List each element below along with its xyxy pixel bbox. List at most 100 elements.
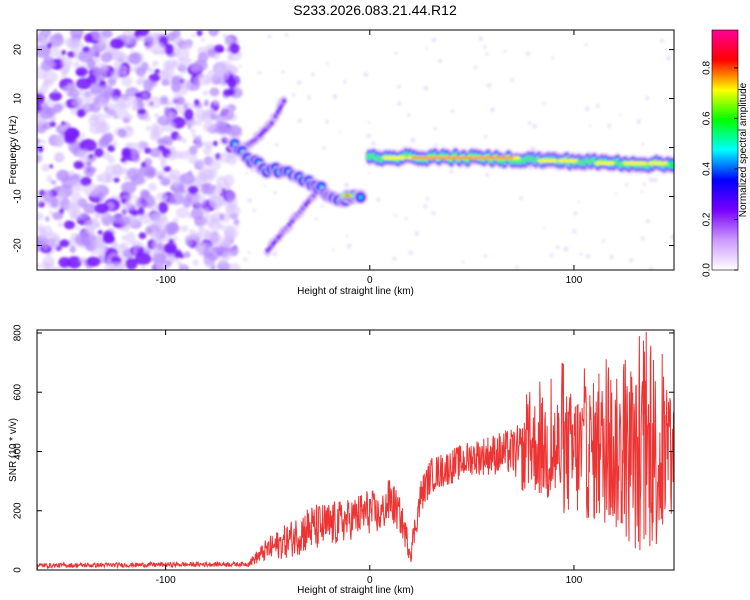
faint-dot [325,119,330,124]
noise-blob [58,239,70,248]
noise-blob [46,236,63,249]
noise-blob [61,121,66,126]
noise-blob [101,151,111,160]
faint-dot [461,260,465,264]
faint-dot [375,197,381,202]
faint-dot [306,95,312,100]
noise-blob [86,256,101,267]
noise-blob [209,158,221,171]
noise-blob [130,47,135,52]
noise-blob [121,197,127,204]
faint-dot [396,101,402,106]
noise-blob [210,113,218,121]
noise-blob [181,137,187,144]
noise-blob [180,69,187,75]
faint-dot [606,123,612,129]
noise-blob [228,133,233,138]
noise-blob [88,154,94,159]
noise-blob [213,98,217,103]
noise-blob [46,175,53,183]
faint-dot [478,36,484,42]
noise-blob [227,263,241,270]
noise-blob [62,86,70,93]
faint-dot [450,109,455,114]
noise-blob [142,142,148,147]
faint-dot [422,204,428,209]
noise-blob [155,192,168,202]
noise-blob [227,54,234,62]
noise-blob [218,152,232,164]
faint-dot [325,61,329,65]
noise-blob [125,232,136,244]
noise-blob [164,43,174,55]
noise-blob [77,148,90,158]
noise-blob [117,128,127,138]
noise-blob [176,96,186,105]
faint-dot [247,251,251,254]
noise-blob [193,231,201,238]
noise-blob [155,262,162,268]
noise-blob [151,212,161,221]
faint-dot [393,213,397,217]
faint-dot [485,172,490,177]
noise-blob [101,30,113,39]
noise-blob [37,145,44,153]
faint-dot [407,113,411,117]
noise-blob [188,119,197,127]
noise-blob [143,78,154,92]
noise-blob [202,90,209,96]
noise-blob [63,127,80,141]
noise-blob [140,161,147,168]
noise-blob [42,79,54,88]
noise-blob [41,139,46,145]
noise-blob [121,209,126,215]
noise-blob [147,183,158,191]
noise-blob [164,260,172,268]
faint-dot [410,137,416,143]
noise-blob [221,104,233,116]
colorbar-tick-label: 0.4 [702,162,713,176]
faint-dot [648,266,654,270]
colorbar [711,29,739,271]
noise-blob [78,256,87,263]
noise-blob [151,125,165,136]
noise-blob [196,30,203,37]
noise-blob [97,35,106,45]
faint-dot [483,254,488,258]
noise-blob [82,46,91,53]
faint-dot [490,107,495,113]
snr-line-area [37,331,674,570]
flat-layer [667,162,674,168]
noise-blob [197,158,206,168]
noise-blob [157,174,164,180]
snr-ytick-label: 600 [13,383,24,400]
faint-dot [247,198,253,203]
noise-blob [174,250,183,259]
faint-dot [423,85,429,91]
colorbar-tick-label: 0.6 [702,111,713,125]
branch-core [281,98,287,104]
noise-blob [219,213,225,220]
heatmap-blobs [37,30,674,270]
faint-dot [236,39,241,44]
noise-blob [146,66,154,74]
noise-blob [111,214,122,223]
faint-dot [640,190,644,194]
noise-blob [137,108,146,115]
faint-dot [311,72,315,77]
noise-blob [161,79,171,86]
noise-blob [134,252,152,265]
faint-dot [425,196,430,201]
noise-blob [42,189,54,203]
snr-frame [36,329,675,571]
heatmap-ytick-label: -10 [13,189,24,204]
noise-blob [152,252,167,266]
noise-blob [99,101,105,106]
faint-dot [619,113,622,116]
faint-dot [257,70,262,75]
faint-dot [367,121,371,124]
noise-blob [86,75,97,84]
noise-blob [114,64,128,75]
faint-dot [296,80,302,86]
snr-ytick-label: 400 [13,443,24,460]
